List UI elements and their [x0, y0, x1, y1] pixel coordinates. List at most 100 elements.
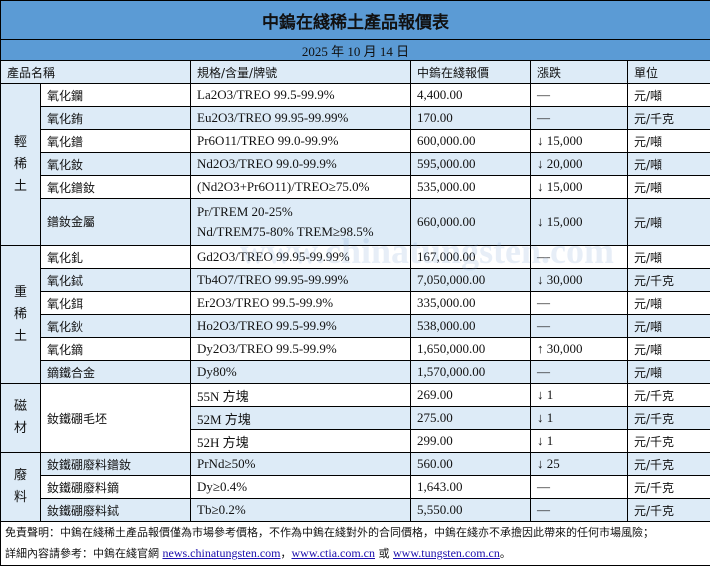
group-magnet: 磁材 [0, 383, 41, 453]
price: 595,000.00 [410, 152, 531, 176]
table-row: 鐠釹金屬 Pr/TREM 20-25% Nd/TREM75-80% TREM≥98.… [1, 198, 710, 246]
table-row: 氧化鉺 Er2O3/TREO 99.5-99.9% 335,000.00— 元/噸 [1, 291, 710, 315]
product-spec: Ho2O3/TREO 99.5-99.9% [190, 314, 411, 338]
details-line: 詳細內容請參考：中鎢在綫官網 news.chinatungsten.com，ww… [5, 543, 706, 564]
table-row: 磁材 釹鐵硼毛坯 55N 方塊 269.00 ↓ 1 元/千克 [0, 383, 710, 453]
group-label: 磁材 [13, 399, 27, 436]
product-name: 氧化鑭 [40, 83, 191, 107]
product-spec: Nd2O3/TREO 99.0-99.9% [190, 152, 411, 176]
table-date: 2025 年 10 月 14 日 [0, 39, 710, 61]
price: 5,550.00 [410, 498, 531, 522]
product-name: 氧化鈥 [40, 314, 191, 338]
price: 4,400.00 [410, 83, 531, 107]
price: 660,000.00 [410, 198, 531, 246]
table-title: 中鎢在綫稀土產品報價表 [0, 0, 710, 40]
link-news-chinatungsten[interactable]: news.chinatungsten.com [162, 546, 281, 560]
price: 170.00 [410, 106, 531, 130]
link-ctia[interactable]: www.ctia.com.cn [291, 546, 376, 560]
product-name: 釹鐵硼毛坯 [40, 383, 191, 453]
price-table: 中鎢在綫稀土產品報價表 2025 年 10 月 14 日 產品名稱 規格/含量/… [0, 0, 710, 566]
header-row: 產品名稱 規格/含量/牌號 中鎢在綫報價 漲跌 單位 [0, 60, 710, 84]
price: 600,000.00 [410, 129, 531, 153]
product-spec: Dy≥0.4% [190, 475, 411, 499]
table-row: 氧化鋱 Tb4O7/TREO 99.95-99.99% 7,050,000.00 ↓ … [1, 268, 710, 292]
product-spec: La2O3/TREO 99.5-99.9% [190, 83, 411, 107]
price: 269.00 [410, 383, 531, 407]
link-tungsten[interactable]: www.tungsten.com.cn [393, 546, 500, 560]
disclaimer: 免責聲明：中鎢在綫稀土產品報價僅為市場參考價格，不作為中鎢在綫對外的合同價格，中… [5, 526, 654, 539]
table-row: 氧化釹 Nd2O3/TREO 99.0-99.9% 595,000.00 ↓ 20,0… [1, 152, 710, 176]
product-spec: Pr6O11/TREO 99.0-99.9% [190, 129, 411, 153]
unit: 元/千克 [626, 429, 710, 453]
change: — [530, 291, 628, 315]
group-label: 重稀土 [13, 284, 27, 344]
product-spec: Dy80% [190, 360, 411, 384]
unit: 元/千克 [626, 406, 710, 430]
product-name: 氧化釹 [40, 152, 191, 176]
unit: 元/噸 [626, 337, 710, 361]
unit: 元/千克 [626, 498, 710, 522]
unit: 元/千克 [626, 475, 710, 499]
product-name: 鏑鐵合金 [40, 360, 191, 384]
table-row: 氧化鏑 Dy2O3/TREO 99.5-99.9% 1,650,000.00 ↑ 30… [1, 337, 710, 361]
unit: 元/千克 [626, 106, 710, 130]
product-spec: Pr/TREM 20-25% Nd/TREM75-80% TREM≥98.5% [190, 198, 411, 246]
spec-line: Pr/TREM 20-25% [197, 204, 293, 219]
price: 335,000.00 [410, 291, 531, 315]
unit: 元/噸 [626, 175, 710, 199]
unit: 元/千克 [626, 268, 710, 292]
price: 1,650,000.00 [410, 337, 531, 361]
product-spec: Tb≥0.2% [190, 498, 411, 522]
change: ↑ 30,000 [530, 337, 628, 361]
change: ↓ 15,000 [530, 175, 628, 199]
table-row: 氧化鈥 Ho2O3/TREO 99.5-99.9% 538,000.00— 元/噸 [1, 314, 710, 338]
change: — [530, 245, 628, 269]
separator: ， [280, 547, 292, 560]
unit: 元/千克 [626, 383, 710, 407]
header-unit: 單位 [626, 60, 710, 84]
price: 535,000.00 [410, 175, 531, 199]
spec-line: Nd/TREM75-80% TREM≥98.5% [197, 224, 374, 239]
unit: 元/噸 [626, 360, 710, 384]
product-name: 釹鐵硼廢料鏑 [40, 475, 191, 499]
footer: 免責聲明：中鎢在綫稀土產品報價僅為市場參考價格，不作為中鎢在綫對外的合同價格，中… [0, 521, 710, 566]
price: 538,000.00 [410, 314, 531, 338]
change: — [530, 314, 628, 338]
product-spec: PrNd≥50% [190, 452, 411, 476]
change: ↓ 15,000 [530, 198, 628, 246]
product-spec: Tb4O7/TREO 99.95-99.99% [190, 268, 411, 292]
table-row: 52H 方塊 299.00 ↓ 1 元/千克 [1, 429, 710, 453]
product-name: 氧化釓 [40, 245, 191, 269]
change: ↓ 30,000 [530, 268, 628, 292]
product-name: 鐠釹金屬 [40, 198, 191, 246]
table-row: 52M 方塊 275.00 ↓ 1 元/千克 [1, 406, 710, 430]
group-label: 輕稀土 [13, 134, 27, 194]
price: 7,050,000.00 [410, 268, 531, 292]
unit: 元/噸 [626, 245, 710, 269]
change: ↓ 15,000 [530, 129, 628, 153]
price: 275.00 [410, 406, 531, 430]
table-row: 釹鐵硼廢料鋱 Tb≥0.2% 5,550.00— 元/千克 [1, 498, 710, 522]
change: — [530, 498, 628, 522]
change: ↓ 1 [530, 383, 628, 407]
table-row: 鏑鐵合金 Dy80% 1,570,000.00— 元/噸 [1, 360, 710, 384]
change: — [530, 83, 628, 107]
header-change: 漲跌 [530, 60, 628, 84]
product-name: 釹鐵硼廢料鋱 [40, 498, 191, 522]
table-row: 輕稀土 氧化鑭 La2O3/TREO 99.5-99.9% 4,400.00— 元/噸 [0, 83, 710, 246]
table-row: 氧化銪 Eu2O3/TREO 99.95-99.99% 170.00— 元/千克 [1, 106, 710, 130]
price: 1,570,000.00 [410, 360, 531, 384]
product-name: 氧化鐠釹 [40, 175, 191, 199]
product-name: 氧化銪 [40, 106, 191, 130]
product-name: 釹鐵硼廢料鐠釹 [40, 452, 191, 476]
table-row: 氧化鐠釹 (Nd2O3+Pr6O11)/TREO≥75.0% 535,000.00 ↓… [1, 175, 710, 199]
product-name: 氧化鉺 [40, 291, 191, 315]
group-heavy: 重稀土 [0, 245, 41, 384]
unit: 元/噸 [626, 198, 710, 246]
unit: 元/噸 [626, 83, 710, 107]
price: 167,000.00 [410, 245, 531, 269]
product-spec: Eu2O3/TREO 99.95-99.99% [190, 106, 411, 130]
group-light: 輕稀土 [0, 83, 41, 246]
price: 1,643.00 [410, 475, 531, 499]
